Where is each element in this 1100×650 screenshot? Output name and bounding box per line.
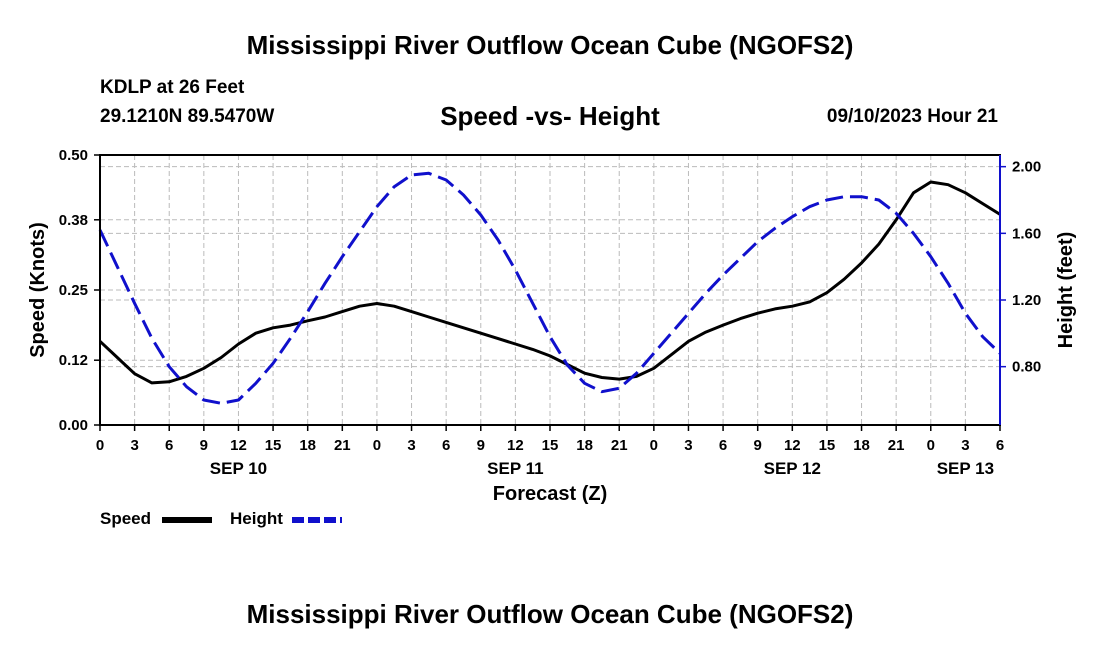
y-left-tick-label: 0.50	[59, 147, 88, 164]
x-tick-label: 18	[576, 437, 593, 454]
date-label: SEP 10	[210, 459, 267, 478]
x-tick-label: 15	[542, 437, 559, 454]
x-tick-label: 0	[650, 437, 658, 454]
y-left-axis-label: Speed (Knots)	[27, 222, 49, 358]
x-tick-label: 3	[961, 437, 969, 454]
x-tick-label: 21	[334, 437, 351, 454]
x-tick-label: 12	[784, 437, 801, 454]
y-left-tick-label: 0.00	[59, 417, 88, 434]
station-coordinates: 29.1210N 89.5470W	[100, 106, 275, 127]
y-left-tick-label: 0.25	[59, 282, 88, 299]
x-tick-label: 18	[853, 437, 870, 454]
series-layer	[98, 171, 1002, 405]
y-right-tick-label: 2.00	[1012, 159, 1041, 176]
y-right-tick-label: 0.80	[1012, 359, 1041, 376]
date-label: SEP 12	[764, 459, 821, 478]
footer-title: Mississippi River Outflow Ocean Cube (NG…	[246, 599, 854, 629]
x-tick-label: 9	[200, 437, 208, 454]
x-tick-label: 12	[507, 437, 524, 454]
legend-speed-label: Speed	[100, 509, 152, 528]
station-label: KDLP at 26 Feet	[100, 77, 245, 98]
chart-title: Mississippi River Outflow Ocean Cube (NG…	[246, 30, 854, 60]
x-tick-label: 6	[996, 437, 1004, 454]
date-label: SEP 11	[487, 459, 543, 478]
x-tick-label: 9	[754, 437, 762, 454]
x-tick-label: 3	[130, 437, 138, 454]
x-tick-label: 3	[407, 437, 415, 454]
series-height-line	[98, 171, 1002, 405]
x-axis-label: Forecast (Z)	[493, 483, 607, 505]
grid-lines	[100, 155, 1000, 425]
x-tick-label: 21	[888, 437, 905, 454]
y-left-tick-label: 0.12	[59, 352, 88, 369]
series-speed-line	[98, 180, 1001, 385]
x-tick-label: 9	[477, 437, 485, 454]
x-tick-label: 15	[265, 437, 282, 454]
x-tick-label: 12	[230, 437, 247, 454]
x-tick-label: 3	[684, 437, 692, 454]
x-tick-label: 0	[96, 437, 104, 454]
x-tick-label: 15	[819, 437, 836, 454]
y-left-tick-label: 0.38	[59, 212, 88, 229]
x-tick-label: 21	[611, 437, 628, 454]
x-tick-label: 0	[373, 437, 381, 454]
x-tick-label: 6	[442, 437, 450, 454]
y-right-axis-label: Height (feet)	[1055, 232, 1077, 349]
y-right-tick-label: 1.20	[1012, 292, 1041, 309]
x-tick-label: 0	[927, 437, 935, 454]
legend-height-label: Height	[230, 509, 283, 528]
chart-subtitle: Speed -vs- Height	[440, 101, 660, 131]
date-label: SEP 13	[937, 459, 994, 478]
axes: 0 3 6 9 12 15 18 21 0 3 6 9 12 15 18 21 0 3 6 9 12 15 18 21 0 3 6S…	[27, 147, 1077, 505]
forecast-datetime: 09/10/2023 Hour 21	[826, 106, 998, 127]
y-right-tick-label: 1.60	[1012, 225, 1041, 242]
x-tick-label: 6	[719, 437, 727, 454]
x-tick-label: 6	[165, 437, 173, 454]
x-tick-label: 18	[299, 437, 316, 454]
